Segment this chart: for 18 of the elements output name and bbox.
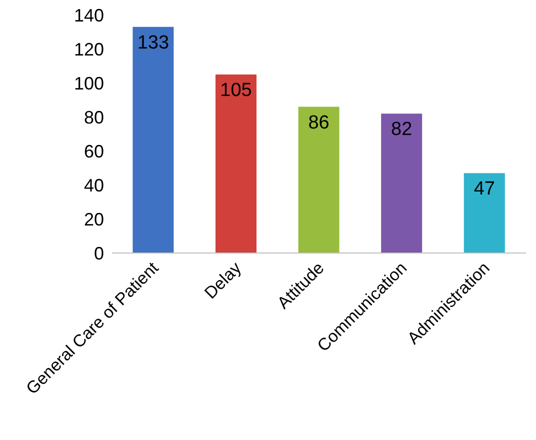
data-label: 133 bbox=[137, 32, 170, 54]
y-tick-label: 0 bbox=[94, 243, 104, 264]
data-label: 82 bbox=[391, 119, 412, 140]
data-label: 86 bbox=[308, 112, 330, 134]
bar bbox=[216, 74, 256, 253]
y-tick-label: 100 bbox=[74, 73, 104, 94]
data-label: 105 bbox=[220, 80, 252, 101]
y-tick-label: 140 bbox=[74, 5, 104, 26]
data-label: 47 bbox=[474, 178, 495, 200]
y-tick-label: 20 bbox=[84, 209, 104, 230]
bar bbox=[464, 173, 505, 253]
y-tick-label: 80 bbox=[84, 107, 104, 128]
bar bbox=[132, 26, 174, 253]
bar bbox=[298, 106, 340, 253]
y-tick-label: 60 bbox=[84, 141, 104, 162]
y-tick-label: 40 bbox=[84, 175, 104, 196]
bar bbox=[381, 114, 422, 253]
y-tick-label: 120 bbox=[74, 39, 104, 60]
